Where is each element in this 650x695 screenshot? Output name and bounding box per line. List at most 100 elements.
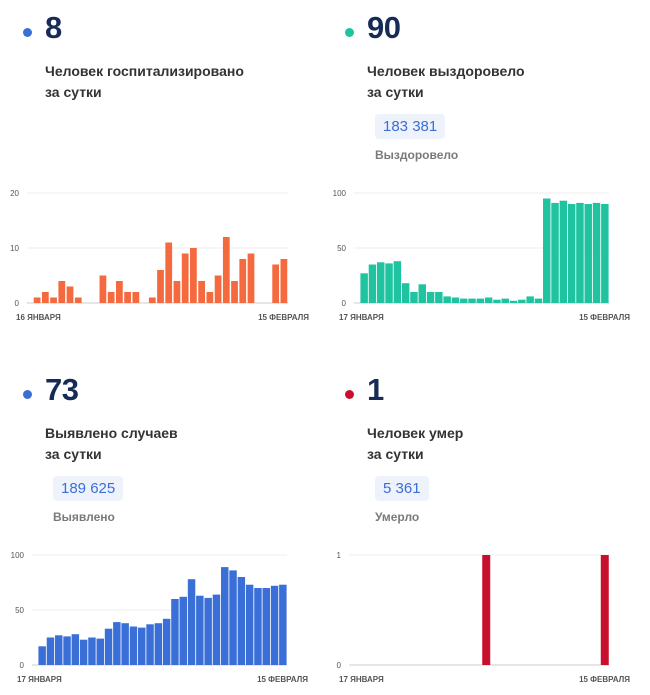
bar bbox=[229, 570, 237, 665]
y-tick-label: 0 bbox=[342, 299, 347, 308]
hospitalized-caption-line2: за сутки bbox=[45, 84, 102, 100]
bar bbox=[63, 636, 71, 665]
bar bbox=[121, 623, 129, 665]
bar bbox=[509, 300, 518, 303]
bar bbox=[165, 242, 173, 303]
bar bbox=[66, 286, 74, 303]
cases-total: 189 625 bbox=[53, 476, 124, 501]
bar bbox=[99, 275, 107, 303]
bar bbox=[476, 298, 485, 303]
bar bbox=[534, 298, 543, 303]
bar bbox=[58, 281, 66, 303]
bar bbox=[46, 637, 55, 665]
hospitalized-dot-icon bbox=[23, 28, 32, 37]
bar bbox=[551, 202, 559, 303]
bar bbox=[204, 597, 212, 665]
bar bbox=[600, 555, 609, 665]
bar bbox=[435, 292, 443, 303]
bar bbox=[377, 262, 385, 303]
deaths-panel: 1 Человек умер за сутки 5 361 Умерло 0 1 1… bbox=[322, 362, 632, 695]
deaths-caption-line2: за сутки bbox=[367, 446, 424, 462]
deaths-total: 5 361 bbox=[375, 476, 429, 501]
bar bbox=[88, 637, 96, 665]
y-tick-label: 0 bbox=[20, 661, 25, 670]
recovered-panel: 90 Человек выздоровело за сутки 183 381 … bbox=[322, 0, 632, 340]
bar bbox=[129, 626, 138, 665]
bar bbox=[279, 584, 287, 665]
x-end-label: 15 ФЕВРАЛЯ bbox=[257, 675, 308, 684]
x-end-label: 15 ФЕВРАЛЯ bbox=[579, 313, 630, 322]
bar bbox=[482, 555, 491, 665]
deaths-caption: Человек умер за сутки bbox=[367, 423, 607, 465]
bar bbox=[484, 297, 493, 303]
hospitalized-chart: 0 10 20 16 ЯНВАРЯ 15 ФЕВРАЛЯ bbox=[10, 189, 309, 322]
deaths-dot-icon bbox=[345, 390, 354, 399]
bar bbox=[222, 237, 230, 303]
hospitalized-caption: Человек госпитализировано за сутки bbox=[45, 61, 285, 103]
bar bbox=[368, 264, 377, 303]
x-start-label: 17 ЯНВАРЯ bbox=[339, 313, 384, 322]
bar bbox=[50, 297, 57, 303]
bar bbox=[426, 292, 435, 303]
x-end-label: 15 ФЕВРАЛЯ bbox=[258, 313, 309, 322]
recovered-value: 90 bbox=[367, 10, 401, 45]
bar bbox=[124, 292, 131, 303]
bar bbox=[173, 281, 181, 303]
bar bbox=[231, 281, 238, 303]
bar bbox=[592, 202, 601, 303]
y-tick-label: 50 bbox=[15, 606, 24, 615]
recovered-caption: Человек выздоровело за сутки bbox=[367, 61, 607, 103]
bar bbox=[212, 594, 221, 665]
recovered-dot-icon bbox=[345, 28, 354, 37]
bar bbox=[418, 284, 426, 303]
bar bbox=[198, 281, 206, 303]
bar bbox=[443, 296, 451, 303]
bar bbox=[518, 299, 526, 303]
bar bbox=[187, 579, 196, 665]
bar bbox=[468, 298, 476, 303]
cases-caption-line1: Выявлено случаев bbox=[45, 425, 178, 441]
deaths-chart: 0 1 17 ЯНВАРЯ 15 ФЕВРАЛЯ bbox=[337, 551, 631, 684]
bar bbox=[385, 263, 393, 303]
bar bbox=[154, 623, 163, 665]
bar bbox=[254, 588, 262, 665]
bar bbox=[181, 253, 189, 303]
bar bbox=[107, 292, 115, 303]
bar bbox=[157, 270, 164, 303]
bar bbox=[460, 298, 468, 303]
bar bbox=[272, 264, 280, 303]
bar bbox=[401, 283, 410, 303]
bar bbox=[493, 299, 501, 303]
bar bbox=[237, 577, 246, 665]
y-tick-label: 0 bbox=[15, 299, 20, 308]
bar bbox=[55, 635, 63, 665]
bar bbox=[543, 198, 551, 303]
cases-caption: Выявлено случаев за сутки bbox=[45, 423, 285, 465]
bar bbox=[360, 273, 368, 303]
bar bbox=[270, 585, 279, 665]
y-tick-label: 0 bbox=[337, 661, 342, 670]
bar bbox=[526, 296, 534, 303]
bar bbox=[33, 297, 41, 303]
bar bbox=[41, 292, 49, 303]
x-start-label: 17 ЯНВАРЯ bbox=[17, 675, 62, 684]
bar bbox=[148, 297, 156, 303]
hospitalized-caption-line1: Человек госпитализировано bbox=[45, 63, 244, 79]
recovered-chart: 0 50 100 17 ЯНВАРЯ 15 ФЕВРАЛЯ bbox=[333, 189, 631, 322]
bar bbox=[179, 596, 187, 665]
hospitalized-value: 8 bbox=[45, 10, 62, 45]
bar bbox=[79, 639, 88, 665]
bar bbox=[410, 292, 418, 303]
bar bbox=[214, 275, 222, 303]
bar bbox=[171, 599, 179, 665]
bar bbox=[132, 292, 140, 303]
y-tick-label: 20 bbox=[10, 189, 19, 198]
bar bbox=[601, 204, 609, 303]
bar bbox=[71, 634, 80, 665]
bar bbox=[190, 248, 197, 303]
bar bbox=[501, 298, 509, 303]
y-tick-label: 50 bbox=[337, 244, 346, 253]
y-tick-label: 10 bbox=[10, 244, 19, 253]
x-start-label: 17 ЯНВАРЯ bbox=[339, 675, 384, 684]
cases-dot-icon bbox=[23, 390, 32, 399]
